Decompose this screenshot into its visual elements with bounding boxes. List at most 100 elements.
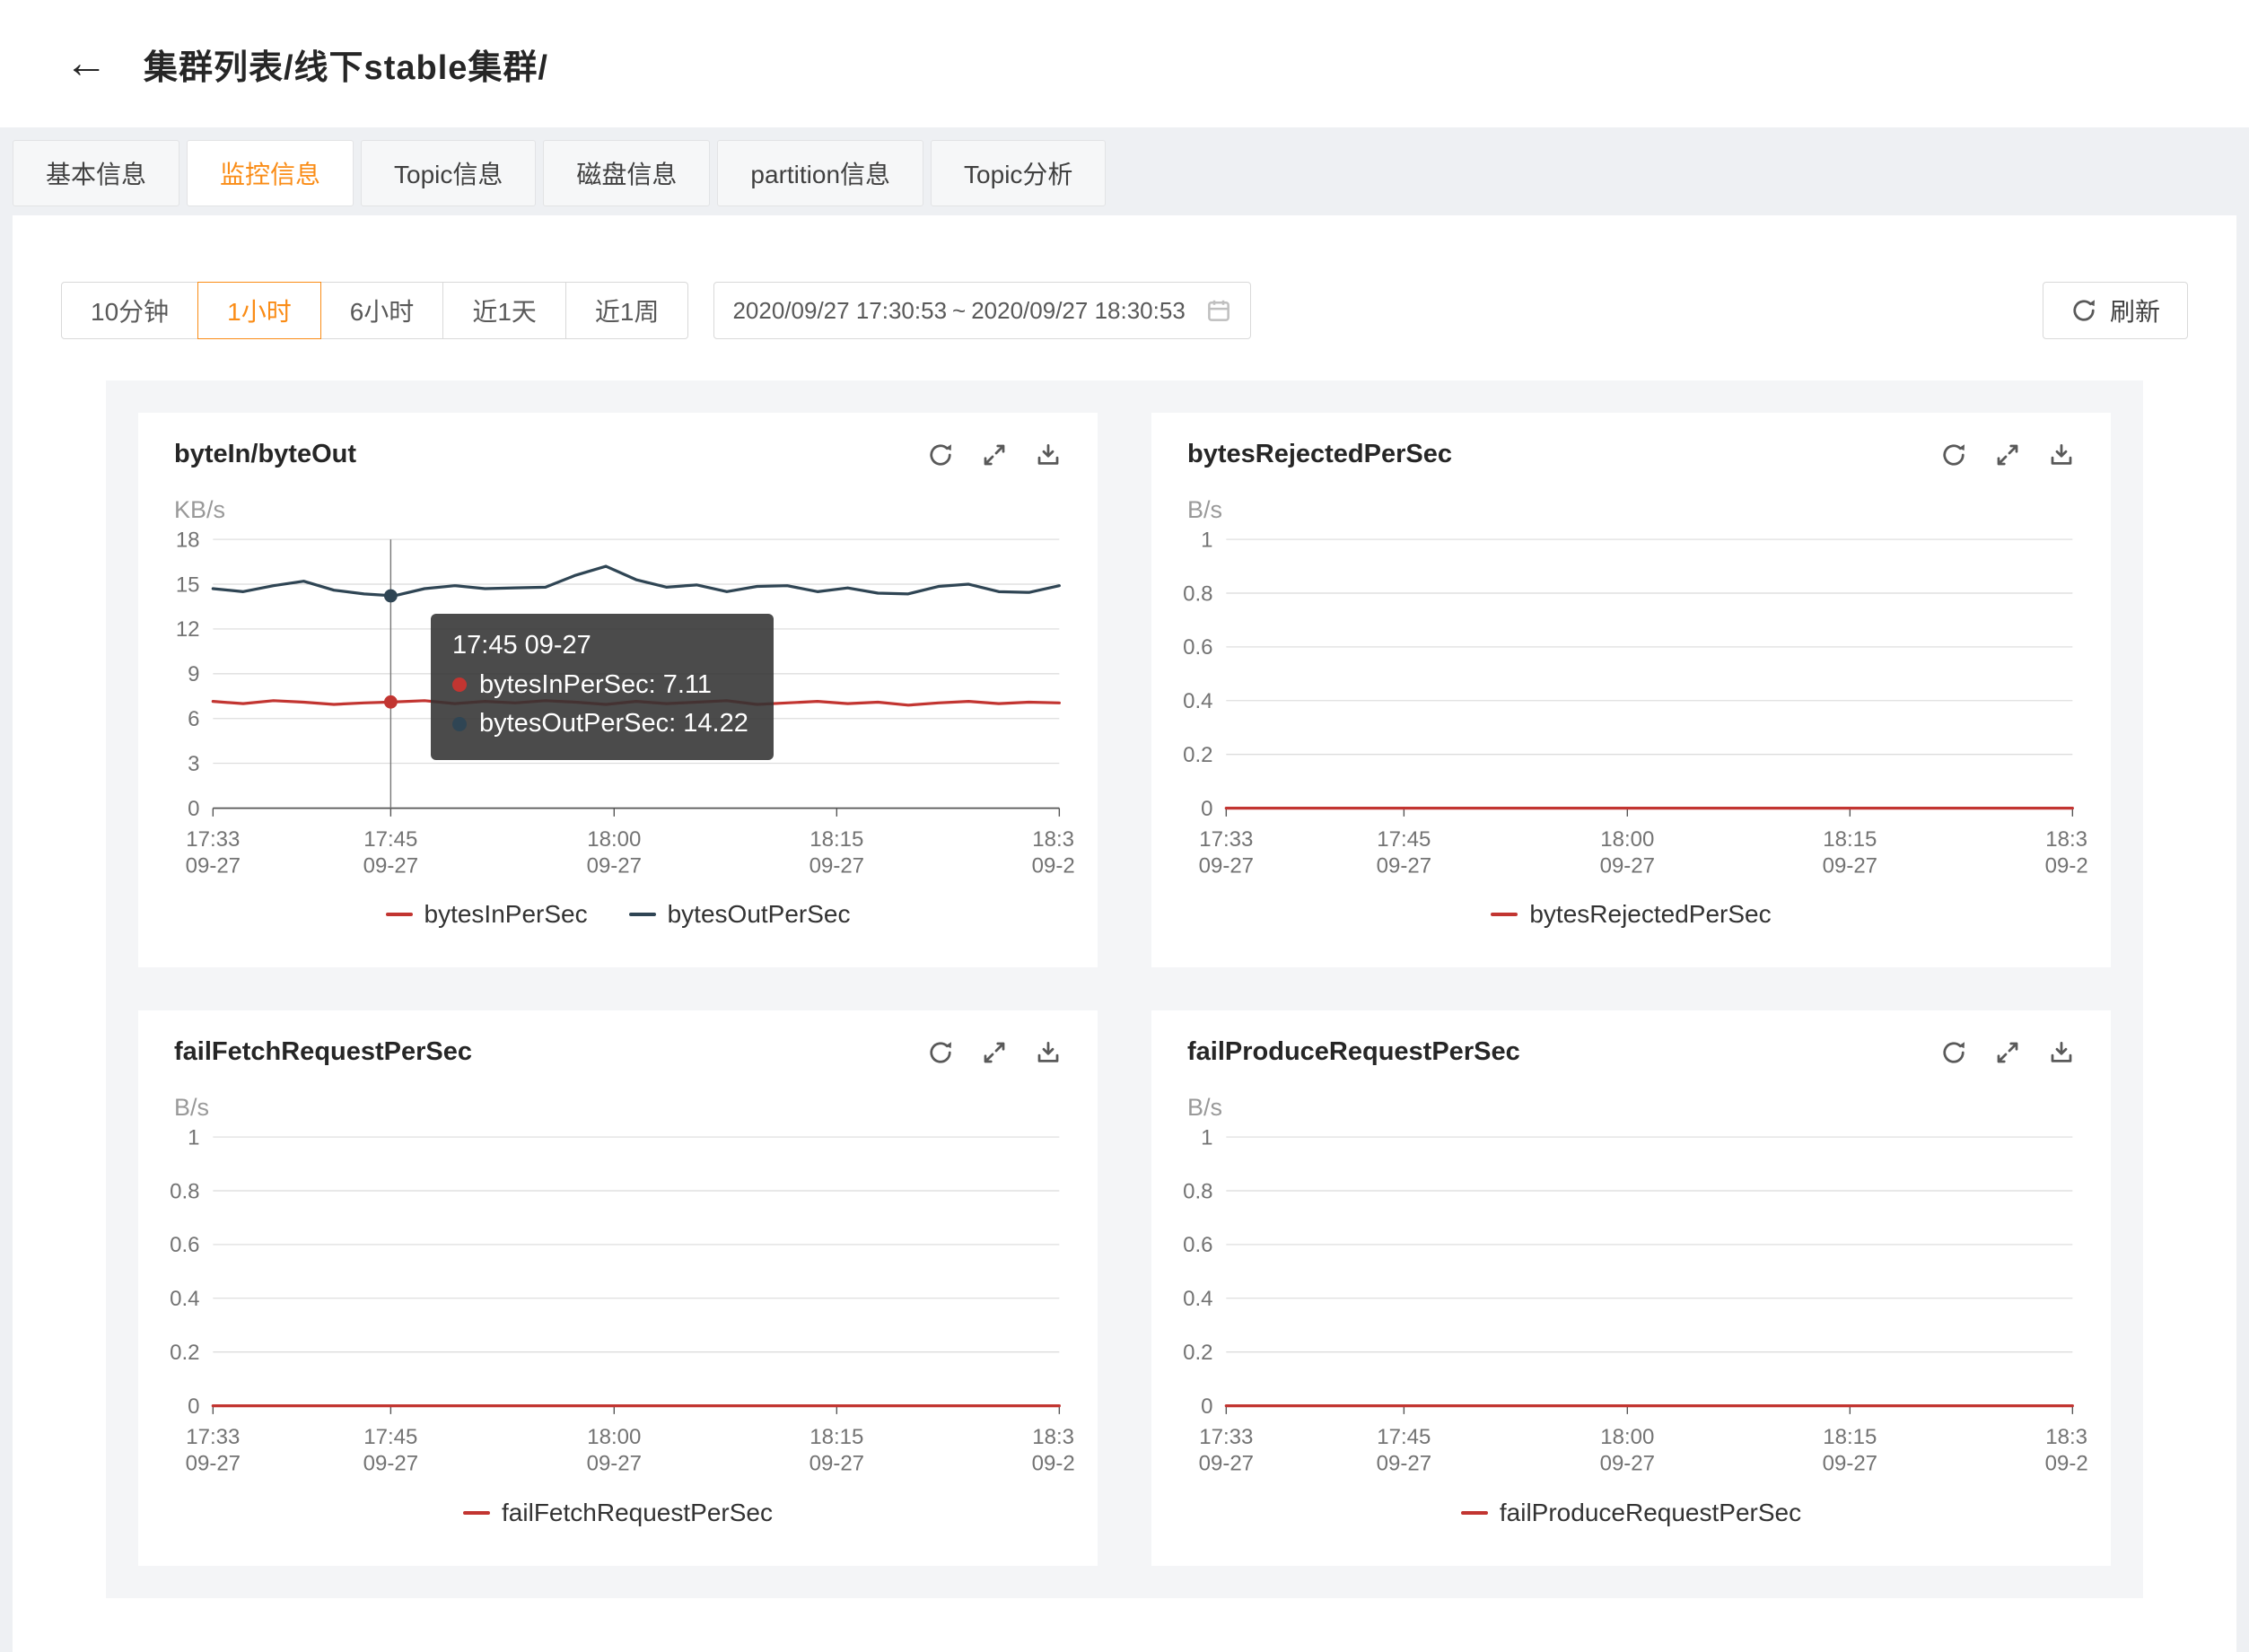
- chart-download-icon[interactable]: [2048, 441, 2075, 468]
- legend-item[interactable]: bytesInPerSec: [385, 900, 588, 929]
- svg-text:18: 18: [176, 529, 200, 552]
- refresh-icon: [2070, 297, 2097, 324]
- svg-text:09-27: 09-27: [2045, 854, 2087, 878]
- legend-item[interactable]: bytesRejectedPerSec: [1491, 900, 1772, 929]
- svg-text:0.6: 0.6: [1183, 1234, 1212, 1258]
- svg-text:0.8: 0.8: [1183, 581, 1212, 606]
- refresh-button-label: 刷新: [2109, 298, 2160, 326]
- legend-item[interactable]: bytesOutPerSec: [628, 900, 850, 929]
- svg-text:18:30: 18:30: [2045, 827, 2087, 852]
- chart-expand-icon[interactable]: [981, 441, 1008, 468]
- chart-title: failProduceRequestPerSec: [1187, 1037, 1520, 1067]
- svg-text:1: 1: [1201, 529, 1212, 552]
- svg-text:17:45: 17:45: [363, 827, 417, 852]
- chart-refresh-icon[interactable]: [1940, 441, 1967, 468]
- svg-text:09-27: 09-27: [186, 854, 241, 878]
- chart-card-bytes-rejected: bytesRejectedPerSec B/s 0 0.2 0.4 0.6 0.8 1 17…: [1151, 413, 2111, 968]
- y-axis-unit: B/s: [1187, 1094, 1223, 1122]
- svg-text:6: 6: [188, 707, 199, 731]
- time-range-1hour[interactable]: 1小时: [197, 282, 321, 339]
- svg-text:0: 0: [188, 1394, 199, 1419]
- svg-text:18:15: 18:15: [1823, 827, 1877, 852]
- tooltip-series-value: bytesInPerSec: 7.11: [479, 669, 713, 699]
- content-panel: 10分钟 1小时 6小时 近1天 近1周 2020/09/27 17:30:53…: [13, 215, 2236, 1652]
- svg-text:09-27: 09-27: [1377, 1452, 1431, 1476]
- chart-expand-icon[interactable]: [1994, 1039, 2021, 1066]
- charts-area: byteIn/byteOut KB/s 0 3 6 9 12 15 18 17:33 09-27…: [106, 380, 2143, 1598]
- svg-text:17:33: 17:33: [1199, 827, 1253, 852]
- y-axis-unit: KB/s: [174, 496, 226, 523]
- tab-topic-analysis[interactable]: Topic分析: [931, 140, 1107, 206]
- svg-text:18:30: 18:30: [1032, 1425, 1074, 1449]
- time-range-1day[interactable]: 近1天: [442, 282, 566, 339]
- svg-text:09-27: 09-27: [1199, 854, 1254, 878]
- breadcrumb: 集群列表/线下stable集群/: [144, 48, 548, 87]
- time-range-1week[interactable]: 近1周: [564, 282, 689, 339]
- svg-text:09-27: 09-27: [363, 854, 418, 878]
- date-range-end: 2020/09/27 18:30:53: [971, 296, 1186, 324]
- page-header: ← 集群列表/线下stable集群/: [0, 0, 2249, 127]
- tab-monitoring-info[interactable]: 监控信息: [187, 140, 354, 206]
- tab-bar: 基本信息 监控信息 Topic信息 磁盘信息 partition信息 Topic…: [13, 140, 2236, 206]
- svg-text:0.4: 0.4: [1183, 1287, 1212, 1311]
- tooltip-series-dot: [452, 677, 467, 693]
- y-axis-unit: B/s: [174, 1094, 210, 1122]
- legend-item[interactable]: failFetchRequestPerSec: [463, 1499, 773, 1527]
- svg-text:09-27: 09-27: [1600, 1452, 1655, 1476]
- svg-text:0.8: 0.8: [1183, 1180, 1212, 1204]
- line-chart-canvas[interactable]: 00.20.40.60.8117:3309-2717:4509-2718:000…: [162, 1127, 1074, 1475]
- chart-card-bytein-byteout: byteIn/byteOut KB/s 0 3 6 9 12 15 18 17:33 09-27…: [138, 413, 1098, 968]
- date-range-picker[interactable]: 2020/09/27 17:30:53 ~ 2020/09/27 18:30:5…: [713, 282, 1251, 339]
- line-chart-canvas[interactable]: 00.20.40.60.8117:3309-2717:4509-2718:000…: [1175, 529, 2087, 878]
- time-range-10min[interactable]: 10分钟: [61, 282, 199, 339]
- svg-text:09-27: 09-27: [1199, 1452, 1254, 1476]
- tab-partition-info[interactable]: partition信息: [717, 140, 924, 206]
- svg-text:18:00: 18:00: [1600, 827, 1654, 852]
- svg-text:09-27: 09-27: [1823, 1452, 1877, 1476]
- svg-text:17:45: 17:45: [363, 1425, 417, 1449]
- chart-expand-icon[interactable]: [1994, 441, 2021, 468]
- svg-text:0.6: 0.6: [170, 1234, 199, 1258]
- svg-text:17:33: 17:33: [1199, 1425, 1253, 1449]
- svg-text:17:33: 17:33: [186, 1425, 240, 1449]
- svg-text:09-27: 09-27: [1032, 854, 1074, 878]
- legend-item[interactable]: failProduceRequestPerSec: [1460, 1499, 1801, 1527]
- tooltip-series-value: bytesOutPerSec: 14.22: [479, 709, 748, 738]
- refresh-button[interactable]: 刷新: [2042, 282, 2188, 339]
- chart-legend: bytesInPerSec bytesOutPerSec: [162, 899, 1074, 930]
- tab-topic-info[interactable]: Topic信息: [361, 140, 537, 206]
- time-range-6hour[interactable]: 6小时: [319, 282, 444, 339]
- chart-refresh-icon[interactable]: [1940, 1039, 1967, 1066]
- svg-text:09-27: 09-27: [1032, 1452, 1074, 1476]
- svg-text:3: 3: [188, 752, 199, 776]
- svg-text:17:33: 17:33: [186, 827, 240, 852]
- chart-tooltip: 17:45 09-27 bytesInPerSec: 7.11 bytesOut…: [431, 614, 774, 760]
- svg-text:09-27: 09-27: [809, 1452, 864, 1476]
- svg-text:18:30: 18:30: [1032, 827, 1074, 852]
- chart-title: failFetchRequestPerSec: [174, 1037, 473, 1067]
- svg-text:09-27: 09-27: [587, 1452, 642, 1476]
- chart-refresh-icon[interactable]: [927, 441, 954, 468]
- back-arrow-icon[interactable]: ←: [65, 39, 108, 87]
- chart-refresh-icon[interactable]: [927, 1039, 954, 1066]
- svg-text:09-27: 09-27: [1823, 854, 1877, 878]
- line-chart-canvas[interactable]: 00.20.40.60.8117:3309-2717:4509-2718:000…: [1175, 1127, 2087, 1475]
- svg-text:18:00: 18:00: [587, 1425, 641, 1449]
- date-range-start: 2020/09/27 17:30:53: [732, 296, 948, 324]
- tab-basic-info[interactable]: 基本信息: [13, 140, 180, 206]
- svg-text:09-27: 09-27: [363, 1452, 418, 1476]
- chart-download-icon[interactable]: [1035, 441, 1062, 468]
- svg-text:1: 1: [1201, 1127, 1212, 1149]
- tab-disk-info[interactable]: 磁盘信息: [543, 140, 711, 206]
- chart-card-fail-produce-request: failProduceRequestPerSec B/s 0 0.2 0.4 0.6 0…: [1151, 1010, 2111, 1566]
- tooltip-series-dot: [452, 716, 467, 731]
- svg-text:0.4: 0.4: [1183, 689, 1212, 713]
- chart-title: byteIn/byteOut: [174, 440, 357, 468]
- chart-download-icon[interactable]: [2048, 1039, 2075, 1066]
- svg-text:0: 0: [1201, 797, 1212, 821]
- svg-text:17:45: 17:45: [1377, 827, 1431, 852]
- chart-expand-icon[interactable]: [981, 1039, 1008, 1066]
- chart-download-icon[interactable]: [1035, 1039, 1062, 1066]
- svg-text:09-27: 09-27: [186, 1452, 241, 1476]
